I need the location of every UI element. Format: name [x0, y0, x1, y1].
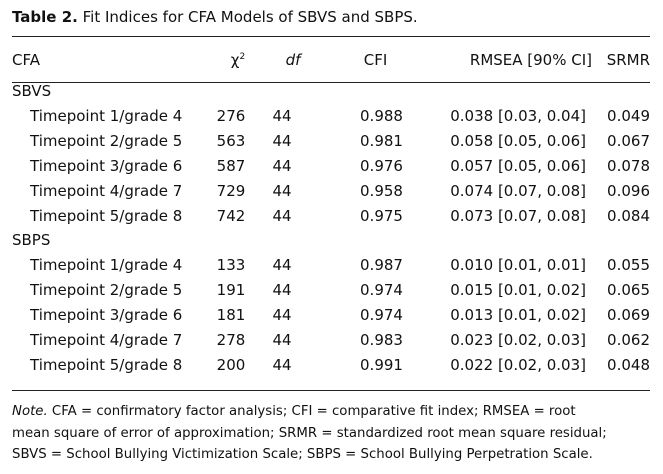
cell-df: 44 — [272, 106, 292, 125]
header-df: df — [285, 51, 301, 69]
cell-df: 44 — [272, 255, 292, 274]
section-label: SBVS — [12, 82, 52, 100]
cell-rmsea: 0.074 [0.07, 0.08] — [450, 181, 586, 200]
table-caption: Fit Indices for CFA Models of SBVS and S… — [82, 8, 418, 26]
table-row: Timepoint 2/grade 5 191 44 0.974 0.015 [0.01… — [12, 277, 650, 302]
cell-chi-square: 742 — [216, 206, 246, 225]
table-row: Timepoint 5/grade 8 200 44 0.991 0.022 [0.02… — [12, 352, 650, 377]
cell-srmr: 0.055 — [607, 255, 650, 274]
cell-rmsea: 0.013 [0.01, 0.02] — [450, 305, 586, 324]
cell-srmr: 0.048 — [607, 355, 650, 374]
table-row: Timepoint 5/grade 8 742 44 0.975 0.073 [0.07… — [12, 203, 650, 228]
row-label: Timepoint 5/grade 8 — [30, 206, 183, 225]
cell-srmr: 0.078 — [607, 156, 650, 175]
row-label: Timepoint 1/grade 4 — [30, 255, 183, 274]
table-row: Timepoint 2/grade 5 563 44 0.981 0.058 [0.05… — [12, 128, 650, 153]
header-rmsea: RMSEA [90% CI] — [469, 51, 592, 69]
cell-chi-square: 563 — [216, 131, 246, 150]
cell-cfi: 0.987 — [360, 255, 403, 274]
cell-chi-square: 191 — [216, 280, 246, 299]
cell-chi-square: 278 — [216, 330, 246, 349]
header-cfa: CFA — [12, 51, 40, 69]
cell-srmr: 0.065 — [607, 280, 650, 299]
table-note: Note. CFA = confirmatory factor analysis… — [12, 401, 650, 466]
cell-rmsea: 0.057 [0.05, 0.06] — [450, 156, 586, 175]
table-number: Table 2. — [12, 8, 78, 26]
section-label: SBPS — [12, 231, 51, 249]
header-cfi: CFI — [363, 51, 388, 69]
cell-df: 44 — [272, 355, 292, 374]
cell-cfi: 0.974 — [360, 305, 403, 324]
cell-rmsea: 0.058 [0.05, 0.06] — [450, 131, 586, 150]
cell-cfi: 0.991 — [360, 355, 403, 374]
cell-rmsea: 0.073 [0.07, 0.08] — [450, 206, 586, 225]
cell-chi-square: 200 — [216, 355, 246, 374]
cell-cfi: 0.988 — [360, 106, 403, 125]
note-line-2: mean square of error of approximation; S… — [12, 425, 607, 441]
cell-df: 44 — [272, 156, 292, 175]
row-label: Timepoint 1/grade 4 — [30, 106, 183, 125]
cell-srmr: 0.069 — [607, 305, 650, 324]
table-title: Table 2. Fit Indices for CFA Models of S… — [12, 8, 418, 26]
cell-cfi: 0.981 — [360, 131, 403, 150]
section-row: SBVS — [12, 79, 650, 103]
cell-chi-square: 587 — [216, 156, 246, 175]
row-label: Timepoint 3/grade 6 — [30, 156, 183, 175]
table-row: Timepoint 1/grade 4 276 44 0.988 0.038 [0.03… — [12, 103, 650, 128]
bottom-rule — [12, 390, 650, 391]
header-rule — [12, 82, 650, 83]
cell-cfi: 0.983 — [360, 330, 403, 349]
note-label: Note. — [12, 404, 48, 419]
cell-df: 44 — [272, 206, 292, 225]
chi-symbol: χ — [230, 51, 240, 69]
cell-rmsea: 0.038 [0.03, 0.04] — [450, 106, 586, 125]
row-label: Timepoint 3/grade 6 — [30, 305, 183, 324]
table-row: Timepoint 3/grade 6 181 44 0.974 0.013 [0.01… — [12, 302, 650, 327]
header-row: CFA χ2 df CFI RMSEA [90% CI] SRMR — [12, 41, 650, 79]
cell-srmr: 0.049 — [607, 106, 650, 125]
table-row: Timepoint 4/grade 7 278 44 0.983 0.023 [0.02… — [12, 327, 650, 352]
table-row: Timepoint 3/grade 6 587 44 0.976 0.057 [0.05… — [12, 153, 650, 178]
header-chi-square: χ2 — [212, 41, 264, 79]
cell-chi-square: 729 — [216, 181, 246, 200]
cell-df: 44 — [272, 131, 292, 150]
table-body: SBVS Timepoint 1/grade 4 276 44 0.988 0.038 [… — [12, 79, 650, 377]
cell-srmr: 0.067 — [607, 131, 650, 150]
cell-df: 44 — [272, 280, 292, 299]
cell-rmsea: 0.022 [0.02, 0.03] — [450, 355, 586, 374]
note-line-1: Note. CFA = confirmatory factor analysis… — [12, 401, 650, 423]
cell-srmr: 0.084 — [607, 206, 650, 225]
cell-df: 44 — [272, 330, 292, 349]
cell-cfi: 0.974 — [360, 280, 403, 299]
table-row: Timepoint 1/grade 4 133 44 0.987 0.010 [0.01… — [12, 252, 650, 277]
row-label: Timepoint 4/grade 7 — [30, 330, 183, 349]
row-label: Timepoint 2/grade 5 — [30, 131, 183, 150]
row-label: Timepoint 2/grade 5 — [30, 280, 183, 299]
cell-chi-square: 276 — [216, 106, 246, 125]
cell-chi-square: 133 — [216, 255, 246, 274]
note-line-3: SBVS = School Bullying Victimization Sca… — [12, 447, 593, 462]
row-label: Timepoint 5/grade 8 — [30, 355, 183, 374]
cell-cfi: 0.976 — [360, 156, 403, 175]
table-row: Timepoint 4/grade 7 729 44 0.958 0.074 [0.07… — [12, 178, 650, 203]
cell-rmsea: 0.010 [0.01, 0.01] — [450, 255, 586, 274]
cell-srmr: 0.096 — [607, 181, 650, 200]
row-label: Timepoint 4/grade 7 — [30, 181, 183, 200]
cell-df: 44 — [272, 181, 292, 200]
header-srmr: SRMR — [606, 51, 650, 69]
cell-rmsea: 0.015 [0.01, 0.02] — [450, 280, 586, 299]
cell-srmr: 0.062 — [607, 330, 650, 349]
chi-superscript: 2 — [239, 52, 246, 62]
cell-cfi: 0.958 — [360, 181, 403, 200]
cell-df: 44 — [272, 305, 292, 324]
top-rule — [12, 36, 650, 37]
cell-chi-square: 181 — [216, 305, 246, 324]
cell-cfi: 0.975 — [360, 206, 403, 225]
cell-rmsea: 0.023 [0.02, 0.03] — [450, 330, 586, 349]
note-text-1: CFA = confirmatory factor analysis; CFI … — [47, 404, 576, 419]
fit-indices-table: CFA χ2 df CFI RMSEA [90% CI] SRMR SBVS Ti… — [12, 41, 650, 377]
section-row: SBPS — [12, 228, 650, 252]
